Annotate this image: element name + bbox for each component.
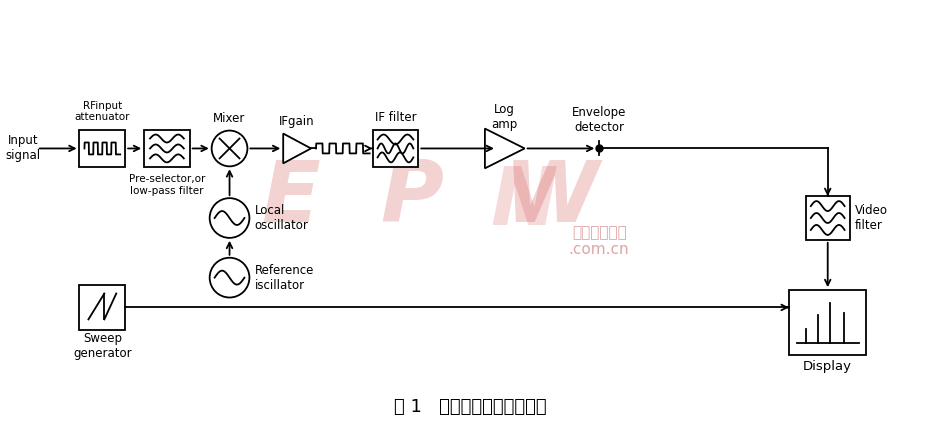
Text: Sweep
generator: Sweep generator <box>73 332 132 360</box>
Text: Video
filter: Video filter <box>854 204 887 232</box>
Bar <box>806 196 850 240</box>
Text: 电子产品世界: 电子产品世界 <box>572 226 627 240</box>
Text: Local
oscillator: Local oscillator <box>255 204 308 232</box>
Text: Envelope
detector: Envelope detector <box>572 106 626 134</box>
Text: Mixer: Mixer <box>213 112 245 125</box>
Text: Display: Display <box>803 360 853 373</box>
Bar <box>80 285 125 330</box>
Circle shape <box>210 198 249 238</box>
Text: Reference
iscillator: Reference iscillator <box>255 264 314 292</box>
Text: Pre-selector,or
low-pass filter: Pre-selector,or low-pass filter <box>129 174 205 196</box>
Text: .com.cn: .com.cn <box>569 242 630 257</box>
Bar <box>80 130 125 167</box>
Text: IFgain: IFgain <box>279 115 315 128</box>
Text: E  P  W: E P W <box>261 157 599 240</box>
Polygon shape <box>283 134 311 163</box>
Polygon shape <box>485 129 525 168</box>
Text: IF filter: IF filter <box>375 111 416 124</box>
Text: 图 1   频谱分析仪的原理框图: 图 1 频谱分析仪的原理框图 <box>394 398 546 416</box>
Bar <box>789 290 867 355</box>
Circle shape <box>210 258 249 297</box>
Text: RFinput
attenuator: RFinput attenuator <box>74 101 130 123</box>
Text: Log
amp: Log amp <box>492 102 518 131</box>
Text: N: N <box>490 164 557 242</box>
Circle shape <box>212 131 247 166</box>
Bar <box>144 130 190 167</box>
Text: Input
signal: Input signal <box>6 134 40 162</box>
Bar <box>372 130 418 167</box>
